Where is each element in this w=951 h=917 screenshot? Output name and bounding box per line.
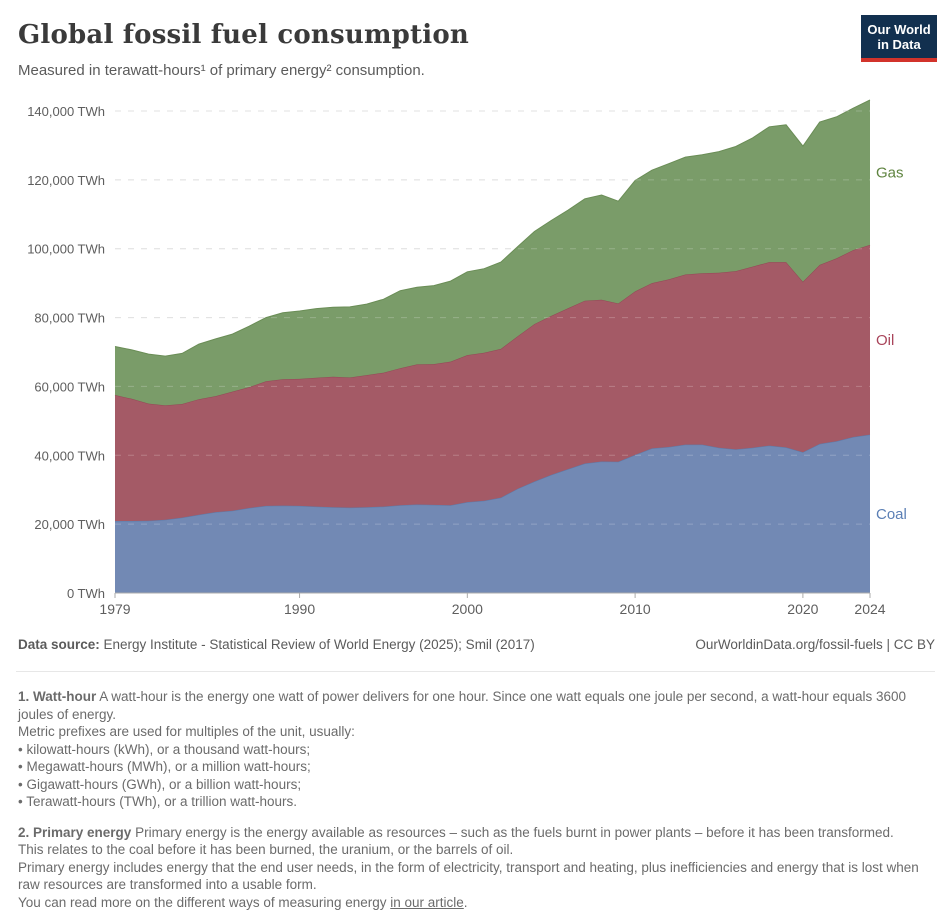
chart-subtitle: Measured in terawatt-hours¹ of primary e… [18, 62, 425, 79]
footnote1-bullet: • Terawatt-hours (TWh), or a trillion wa… [18, 794, 298, 809]
owid-logo-line1: Our World [867, 22, 931, 37]
footnote-primary-energy: 2. Primary energy Primary energy is the … [18, 824, 933, 912]
series-label-oil: Oil [876, 332, 894, 349]
footnotes: 1. Watt-hour A watt-hour is the energy o… [18, 688, 933, 917]
y-tick-label: 0 TWh [67, 586, 105, 601]
x-tick-label: 2020 [787, 601, 818, 617]
footnote-watt-hour: 1. Watt-hour A watt-hour is the energy o… [18, 688, 933, 811]
stacked-area-chart: 1979 1990 2000 2010 2020 2024 0 TWh 20,000 TWh 4… [27, 99, 907, 617]
x-tick-label: 2024 [854, 601, 885, 617]
y-tick-label: 100,000 TWh [27, 242, 105, 257]
x-tick-label: 1979 [99, 601, 130, 617]
attribution: OurWorldinData.org/fossil-fuels | CC BY [695, 637, 935, 652]
footnote2-line3: Primary energy includes energy that the … [18, 859, 919, 893]
area-oil [115, 244, 870, 521]
y-tick-label: 20,000 TWh [34, 517, 105, 532]
footnote2-line4-suffix: . [463, 894, 468, 910]
footnote1-bullet: • kilowatt-hours (kWh), or a thousand wa… [18, 741, 311, 757]
area-gas [115, 100, 870, 406]
article-link[interactable]: in our article [390, 894, 464, 910]
x-tick-label: 2010 [620, 601, 651, 617]
owid-logo: Our World in Data [861, 15, 937, 62]
footnote1-line2: Metric prefixes are used for multiples o… [18, 724, 355, 739]
page-title: Global fossil fuel consumption [18, 20, 469, 50]
footnote2-body: Primary energy is the energy available a… [131, 824, 894, 840]
series-label-coal: Coal [876, 506, 907, 523]
data-source-label: Data source: [18, 637, 100, 652]
y-tick-label: 120,000 TWh [27, 173, 105, 188]
x-tick-label: 1990 [284, 601, 315, 617]
y-tick-label: 140,000 TWh [27, 104, 105, 119]
divider [16, 671, 935, 672]
data-source-text: Energy Institute - Statistical Review of… [99, 637, 535, 652]
y-tick-label: 60,000 TWh [34, 379, 105, 394]
footnote2-lead: 2. Primary energy [18, 824, 132, 840]
line-gas [114, 99, 871, 357]
footnote1-bullet: • Megawatt-hours (MWh), or a million wat… [18, 759, 311, 774]
series-label-gas: Gas [876, 164, 904, 181]
x-tick-label: 2000 [452, 601, 483, 617]
footnote2-line4-prefix: You can read more on the different ways … [18, 894, 391, 910]
footnote1-body: A watt-hour is the energy one watt of po… [18, 689, 907, 722]
area-coal [115, 434, 870, 593]
source-row: Data source: Energy Institute - Statisti… [18, 637, 935, 652]
data-source: Data source: Energy Institute - Statisti… [18, 637, 535, 652]
footnote1-bullet: • Gigawatt-hours (GWh), or a billion wat… [18, 776, 302, 792]
footnote2-line2: This relates to the coal before it has b… [18, 842, 514, 857]
y-tick-label: 80,000 TWh [34, 311, 105, 326]
y-tick-label: 40,000 TWh [34, 448, 105, 463]
owid-logo-line2: in Data [877, 37, 921, 52]
footnote1-lead: 1. Watt-hour [18, 689, 97, 704]
